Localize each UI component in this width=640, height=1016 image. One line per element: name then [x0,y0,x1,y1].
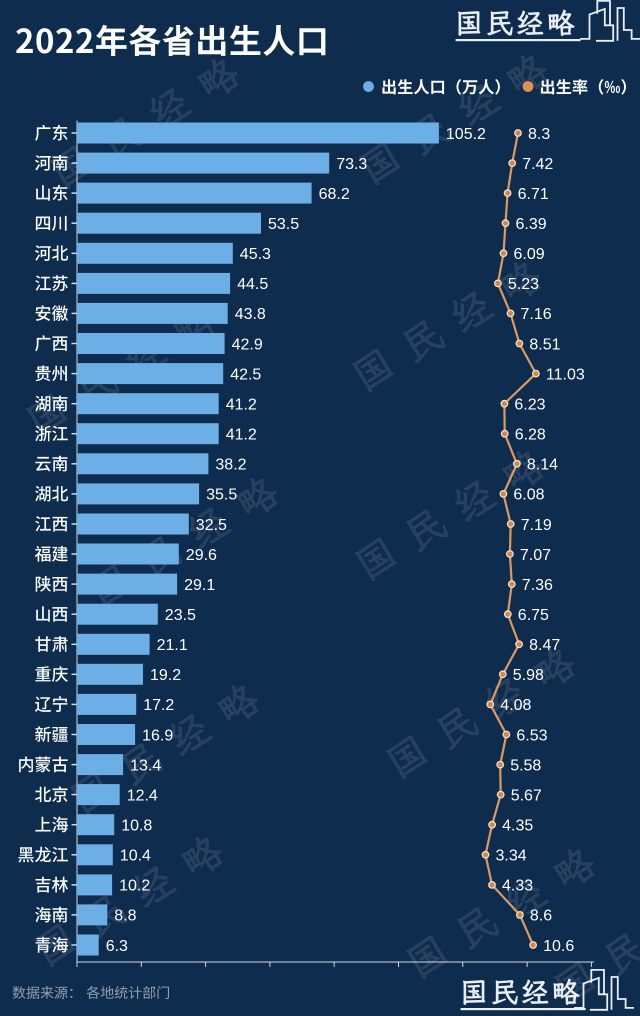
svg-text:73.3: 73.3 [336,156,367,173]
svg-text:35.5: 35.5 [206,487,237,504]
svg-text:12.4: 12.4 [127,787,158,804]
svg-text:105.2: 105.2 [446,126,486,143]
svg-text:32.5: 32.5 [196,517,227,534]
svg-text:7.42: 7.42 [522,156,553,173]
svg-text:5.23: 5.23 [508,276,539,293]
svg-text:6.08: 6.08 [513,487,544,504]
svg-text:43.8: 43.8 [235,306,266,323]
svg-text:6.23: 6.23 [514,397,545,414]
svg-text:8.3: 8.3 [528,126,550,143]
svg-text:6.28: 6.28 [515,427,546,444]
svg-text:5.98: 5.98 [513,667,544,684]
svg-text:5.67: 5.67 [511,787,542,804]
svg-text:68.2: 68.2 [319,186,350,203]
svg-text:10.4: 10.4 [120,848,151,865]
svg-text:10.2: 10.2 [119,878,150,895]
svg-text:5.58: 5.58 [510,757,541,774]
svg-text:41.2: 41.2 [226,397,257,414]
svg-text:29.6: 29.6 [186,547,217,564]
svg-text:53.5: 53.5 [268,216,299,233]
svg-text:6.53: 6.53 [516,727,547,744]
svg-text:42.9: 42.9 [232,336,263,353]
svg-text:13.4: 13.4 [130,757,161,774]
svg-text:4.33: 4.33 [502,878,533,895]
svg-text:8.14: 8.14 [527,457,558,474]
svg-text:38.2: 38.2 [215,457,246,474]
svg-text:6.3: 6.3 [106,938,128,955]
svg-text:21.1: 21.1 [157,637,188,654]
svg-text:41.2: 41.2 [226,427,257,444]
svg-text:17.2: 17.2 [143,697,174,714]
svg-text:42.5: 42.5 [230,366,261,383]
svg-text:6.75: 6.75 [518,607,549,624]
svg-text:8.8: 8.8 [114,908,136,925]
svg-text:45.3: 45.3 [240,246,271,263]
svg-text:6.09: 6.09 [514,246,545,263]
svg-text:8.51: 8.51 [529,336,560,353]
svg-text:6.39: 6.39 [516,216,547,233]
svg-text:11.03: 11.03 [546,366,585,383]
svg-text:6.71: 6.71 [518,186,549,203]
svg-text:4.35: 4.35 [502,818,533,835]
svg-text:3.34: 3.34 [496,848,527,865]
svg-text:10.6: 10.6 [543,938,574,955]
svg-text:19.2: 19.2 [150,667,181,684]
svg-text:16.9: 16.9 [142,727,173,744]
svg-text:7.07: 7.07 [520,547,551,564]
svg-text:7.19: 7.19 [521,517,552,534]
svg-text:8.6: 8.6 [530,908,552,925]
svg-text:29.1: 29.1 [184,577,215,594]
svg-text:10.8: 10.8 [121,818,152,835]
svg-text:44.5: 44.5 [237,276,268,293]
svg-text:8.47: 8.47 [529,637,560,654]
svg-text:23.5: 23.5 [165,607,196,624]
svg-text:7.16: 7.16 [521,306,552,323]
svg-text:4.08: 4.08 [500,697,531,714]
svg-text:7.36: 7.36 [522,577,553,594]
